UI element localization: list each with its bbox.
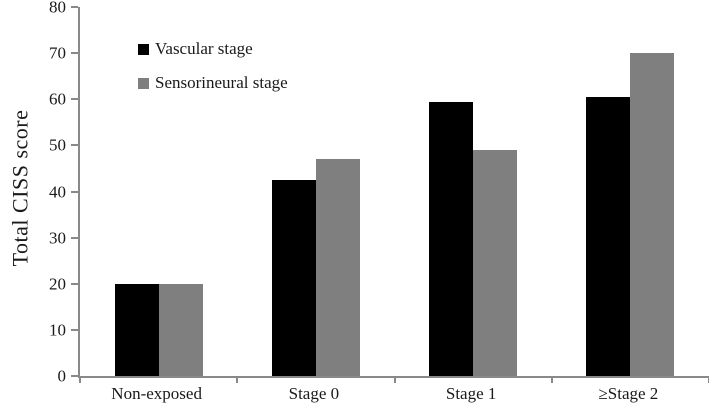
y-axis-tick: [71, 190, 78, 193]
x-category-label: Stage 0: [288, 384, 340, 403]
y-tick-label: 0: [57, 366, 67, 386]
x-axis-tick: [550, 376, 553, 383]
bar-group-non-exposed: [80, 7, 237, 376]
bar-vascular-stage: [429, 101, 474, 376]
y-axis-title-text: Total CISS score: [7, 109, 32, 267]
bar-vascular-stage: [114, 283, 159, 376]
y-axis-tick: [71, 6, 78, 8]
bar-vascular-stage: [586, 96, 631, 376]
x-category-label: Non-exposed: [111, 384, 202, 403]
y-axis-tick: [71, 375, 78, 377]
legend-label-vascular: Vascular stage: [155, 39, 253, 58]
legend-item-vascular: Vascular stage: [138, 39, 288, 59]
sensorineural-swatch-icon: [138, 77, 149, 89]
y-tick-label: 30: [49, 228, 66, 248]
vascular-swatch-icon: [138, 43, 149, 55]
y-axis-tick: [71, 144, 78, 147]
bar-sensorineural-stage: [473, 150, 518, 376]
legend-label-sensorineural: Sensorineural stage: [155, 73, 288, 92]
y-tick-label: 10: [49, 320, 66, 340]
y-tick-label: 50: [49, 135, 66, 155]
x-axis-tick: [79, 376, 81, 383]
bar-sensorineural-stage: [158, 283, 203, 376]
y-axis-tick: [71, 282, 78, 285]
x-category-label: ≥Stage 2: [598, 384, 659, 403]
bar-sensorineural-stage: [315, 159, 360, 376]
y-axis-tick: [71, 328, 78, 331]
legend: Vascular stage Sensorineural stage: [138, 39, 288, 93]
plot-area: Vascular stage Sensorineural stage 0 10 20…: [49, 0, 709, 385]
x-axis-tick: [236, 376, 239, 383]
y-tick-label: 80: [49, 0, 66, 17]
bar-group-stage-1: [395, 7, 552, 376]
y-tick-label: 20: [49, 274, 66, 294]
y-axis-tick: [71, 236, 78, 239]
x-axis-tick: [393, 376, 396, 383]
bar-sensorineural-stage: [630, 53, 675, 376]
y-axis-title: Total CISS score: [0, 0, 40, 376]
y-tick-label: 60: [49, 89, 66, 109]
bar-group-stage-0: [237, 7, 394, 376]
bar-group--stage-2: [552, 7, 709, 376]
bar-vascular-stage: [271, 179, 316, 376]
y-axis-tick: [71, 52, 78, 55]
y-tick-label: 40: [49, 182, 66, 201]
x-category-label: Stage 1: [445, 384, 497, 403]
legend-item-sensorineural: Sensorineural stage: [138, 73, 288, 93]
y-tick-label: 70: [49, 43, 66, 63]
y-axis-tick: [71, 98, 78, 101]
